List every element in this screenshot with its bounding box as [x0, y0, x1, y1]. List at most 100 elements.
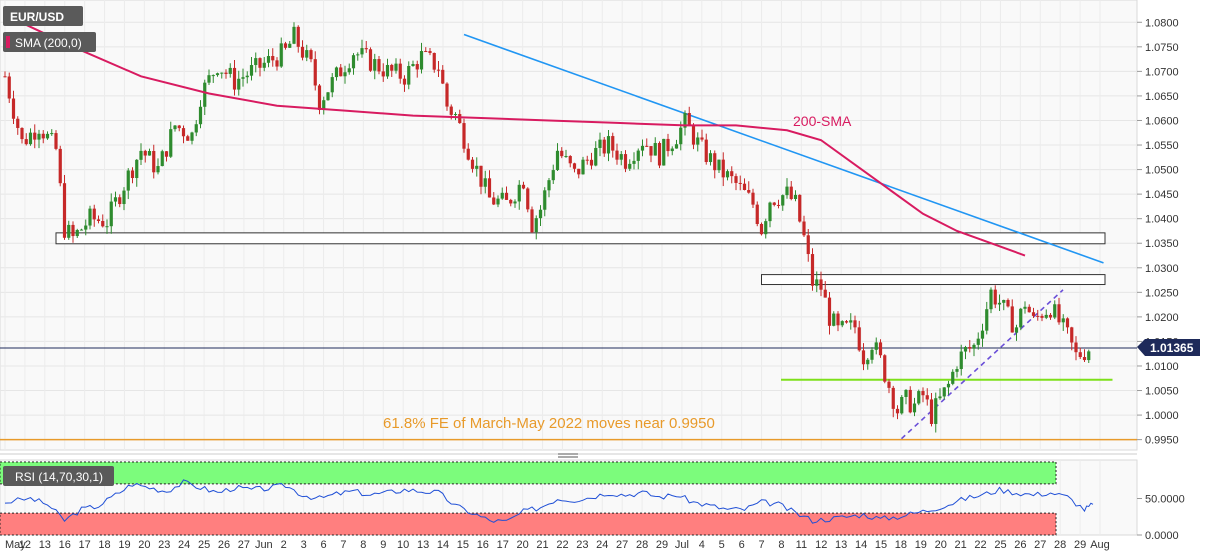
candle-body — [806, 235, 810, 255]
candle-body — [985, 309, 989, 331]
candle-body — [84, 225, 88, 230]
candle-body — [1002, 299, 1006, 303]
candle-body — [878, 342, 883, 356]
candle-body — [1006, 299, 1010, 307]
candle-body — [11, 98, 16, 119]
candle-body — [657, 143, 662, 166]
candle-body — [7, 76, 11, 99]
price-tick-label: 1.0450 — [1145, 189, 1179, 201]
date-tick-label: 16 — [59, 539, 71, 551]
candle-body — [543, 190, 547, 210]
candle-body — [772, 202, 776, 205]
candle-body — [730, 171, 734, 177]
date-tick-label: 7 — [340, 539, 346, 551]
date-tick-label: 10 — [397, 539, 409, 551]
date-tick-label: 20 — [517, 539, 529, 551]
candle-body — [951, 371, 955, 384]
downtrend-line — [463, 33, 1104, 264]
candle-body — [368, 49, 373, 71]
candle-body — [819, 279, 823, 290]
candle-body — [220, 72, 224, 74]
date-tick-label: 21 — [955, 539, 967, 551]
date-tick-label: 14 — [855, 539, 867, 551]
candle-body — [976, 338, 980, 345]
candle-body — [764, 221, 768, 235]
date-tick-label: 28 — [1054, 539, 1066, 551]
candle-body — [194, 124, 198, 133]
candle-body — [759, 223, 764, 235]
price-panel — [0, 0, 1138, 451]
candle-body — [147, 151, 152, 156]
candle-body — [628, 163, 632, 169]
candle-body — [190, 132, 194, 141]
sma-legend[interactable]: SMA (200,0) — [3, 32, 96, 52]
candle-body — [857, 327, 861, 351]
candle-body — [347, 68, 351, 73]
candle-body — [942, 387, 946, 397]
candle-body — [130, 170, 135, 179]
candle-body — [483, 178, 487, 187]
date-tick-label: 5 — [719, 539, 725, 551]
candle-body — [424, 51, 428, 53]
rsi-indicator-label: RSI (14,70,30,1) — [15, 470, 103, 484]
price-tick-label: 1.0750 — [1145, 42, 1179, 54]
candle-body — [288, 43, 292, 48]
date-tick-label: 18 — [98, 539, 110, 551]
symbol-legend[interactable]: EUR/USD — [3, 6, 83, 26]
date-tick-label: 13 — [417, 539, 429, 551]
rsi-line — [4, 479, 1094, 524]
candle-body — [849, 320, 853, 323]
price-tick-label: 1.0400 — [1145, 214, 1179, 226]
candle-body — [708, 153, 713, 163]
support-trend-line — [900, 289, 1064, 440]
resize-handle[interactable] — [558, 453, 578, 458]
candle-body — [139, 150, 143, 160]
candle-body — [921, 391, 925, 396]
candle-body — [317, 85, 322, 111]
date-tick-label: 15 — [875, 539, 887, 551]
resistance-zone — [55, 232, 1106, 245]
date-tick-label: 15 — [457, 539, 469, 551]
candle-body — [343, 72, 347, 77]
date-tick-label: 28 — [636, 539, 648, 551]
candle-body — [640, 145, 645, 151]
candle-body — [645, 145, 649, 147]
date-tick-label: 27 — [1034, 539, 1046, 551]
price-tick-label: 1.0050 — [1145, 386, 1179, 398]
candle-body — [254, 58, 258, 66]
candle-body — [946, 383, 951, 388]
candle-body — [840, 321, 844, 326]
axis-labels: 1.0800 1.0750 1.0700 1.0650 1.0600 1.0550 1.05… — [5, 17, 1185, 551]
candle-body — [1070, 327, 1074, 343]
candle-body — [700, 137, 704, 140]
rsi-zones — [0, 461, 1057, 536]
rsi-tick-label: 50.0000 — [1145, 494, 1185, 506]
date-tick-label: 22 — [974, 539, 986, 551]
candle-body — [322, 100, 326, 111]
candle-body — [623, 154, 628, 169]
candle-body — [912, 403, 917, 413]
price-tick-label: 1.0550 — [1145, 140, 1179, 152]
candle-body — [326, 92, 330, 101]
candle-body — [738, 182, 742, 184]
candle-body — [517, 184, 521, 202]
candle-body — [122, 190, 126, 205]
candle-body — [504, 192, 509, 200]
candle-body — [377, 59, 381, 72]
candle-body — [1078, 352, 1082, 358]
candle-body — [874, 342, 878, 350]
candle-body — [555, 150, 560, 171]
candle-body — [776, 204, 781, 206]
rsi-tick-label: 0.0000 — [1145, 530, 1179, 542]
candle-body — [866, 359, 870, 365]
date-tick-label: 29 — [1074, 539, 1086, 551]
date-tick-label: 26 — [1014, 539, 1026, 551]
price-tick-label: 1.0800 — [1145, 17, 1179, 29]
date-tick-label: 12 — [19, 539, 31, 551]
candle-body — [479, 165, 483, 187]
rsi-legend[interactable]: RSI (14,70,30,1) — [3, 466, 114, 486]
candle-body — [1057, 304, 1061, 323]
candle-body — [1027, 306, 1031, 313]
drawing-overlays — [0, 33, 1137, 441]
date-tick-label: 19 — [915, 539, 927, 551]
